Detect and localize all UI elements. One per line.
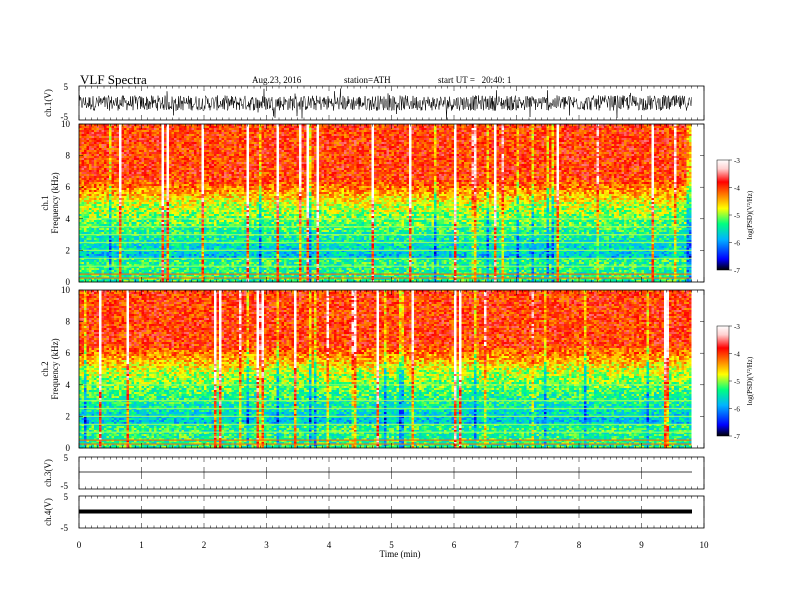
x-tick-label: 0 [77, 540, 82, 550]
ch1-waveform-trace [78, 88, 692, 120]
y-tick-label: 6 [66, 348, 71, 358]
ch2-colorbar-label: log(PSD)(V²/Hz) [746, 356, 754, 405]
x-tick-label: 3 [264, 540, 269, 550]
y-tick-label: 8 [66, 151, 71, 161]
y-tick-label: 2 [66, 411, 71, 421]
ch1-waveform-ylabel: ch.1(V) [43, 89, 53, 117]
y-tick-label: 4 [66, 380, 71, 390]
x-tick-label: 9 [639, 540, 644, 550]
x-axis-tick-labels: 0 1 2 3 4 5 6 7 8 9 10 [77, 540, 709, 550]
figure-title: VLF Spectra [80, 72, 147, 87]
ch3-ytick-bottom: -5 [61, 481, 69, 491]
x-tick-label: 7 [514, 540, 519, 550]
ch4-ytick-bottom: -5 [61, 523, 69, 533]
x-tick-label: 1 [139, 540, 144, 550]
y-tick-label: 2 [66, 245, 71, 255]
colorbar-tick-label: -5 [734, 378, 740, 386]
y-tick-label: 10 [61, 285, 71, 295]
x-tick-label: 10 [700, 540, 710, 550]
colorbar-tick-label: -7 [734, 267, 740, 275]
panel-ch4-waveform: ch.4(V) 5 -5 [43, 492, 705, 533]
ch4-trace [79, 509, 692, 514]
date-label: Aug.23, 2016 [252, 75, 302, 85]
ch1-spec-ylabel-channel: ch.1 [40, 195, 50, 210]
ch1-ytick-top: 5 [64, 82, 69, 92]
x-tick-label: 8 [577, 540, 582, 550]
colorbar-tick-label: -4 [734, 351, 740, 359]
ch2-spec-ylabel-channel: ch.2 [40, 361, 50, 376]
y-tick-label: 10 [61, 119, 71, 129]
colorbar-tick-label: -3 [734, 157, 740, 165]
x-tick-label: 2 [202, 540, 207, 550]
ch2-colorbar: -3 -4 -5 -6 -7 log(PSD)(V²/Hz) [716, 323, 754, 441]
ch3-ylabel: ch.3(V) [43, 459, 53, 487]
y-tick-label: 4 [66, 214, 71, 224]
x-axis-label: Time (min) [380, 549, 421, 559]
x-tick-label: 5 [389, 540, 394, 550]
colorbar-tick-label: -6 [734, 406, 740, 414]
panel-ch3-waveform: ch.3(V) 5 -5 [43, 453, 705, 491]
y-tick-label: 0 [66, 443, 71, 453]
panel-ch1-waveform: ch.1(V) 5 -5 [43, 82, 705, 122]
ch4-ytick-top: 5 [64, 492, 69, 502]
colorbar-tick-label: -4 [734, 185, 740, 193]
ch1-spec-ylabel-frequency: Frequency (kHz) [50, 172, 60, 233]
station-label: station=ATH [344, 75, 391, 85]
y-tick-label: 6 [66, 182, 71, 192]
ch1-colorbar: -3 -4 -5 -6 -7 log(PSD)(V²/Hz) [716, 157, 754, 275]
start-ut-label: start UT = 20:40: 1 [438, 75, 511, 85]
y-tick-label: 0 [66, 277, 71, 287]
ch3-ytick-top: 5 [64, 453, 69, 463]
ch1-spectrogram-image [79, 124, 704, 283]
colorbar-tick-label: -6 [734, 240, 740, 248]
ch2-spec-ylabel-frequency: Frequency (kHz) [50, 338, 60, 399]
ch4-ylabel: ch.4(V) [43, 498, 53, 526]
panel-ch2-spectrogram: ch.2 Frequency (kHz) 0 2 4 6 8 10 -3 -4 -5 -6 -7 … [40, 285, 754, 453]
colorbar-tick-label: -3 [734, 323, 740, 331]
ch1-colorbar-label: log(PSD)(V²/Hz) [746, 190, 754, 239]
colorbar-tick-label: -7 [734, 433, 740, 441]
x-tick-label: 6 [452, 540, 457, 550]
x-tick-label: 4 [327, 540, 332, 550]
ch2-spectrogram-image [79, 290, 704, 449]
colorbar-tick-label: -5 [734, 212, 740, 220]
ch1-ytick-bottom: -5 [61, 112, 69, 122]
y-tick-label: 8 [66, 317, 71, 327]
